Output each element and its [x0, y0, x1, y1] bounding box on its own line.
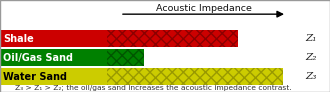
Text: Acoustic Impedance: Acoustic Impedance [156, 4, 252, 13]
Bar [107, 49, 145, 66]
Text: Water Sand: Water Sand [3, 71, 67, 82]
Text: Z₃: Z₃ [306, 72, 317, 81]
Text: Z₁: Z₁ [306, 34, 317, 43]
Bar [0, 30, 107, 47]
Text: Z₃ > Z₁ > Z₂; the oil/gas sand increases the acoustic impedance contrast.: Z₃ > Z₁ > Z₂; the oil/gas sand increases… [16, 85, 292, 91]
Bar [0, 49, 107, 66]
Text: Z₂: Z₂ [306, 53, 317, 62]
Bar [107, 68, 283, 85]
Text: Oil/Gas Sand: Oil/Gas Sand [3, 53, 73, 63]
Bar [107, 30, 238, 47]
Text: Shale: Shale [3, 34, 34, 44]
Bar [0, 68, 107, 85]
